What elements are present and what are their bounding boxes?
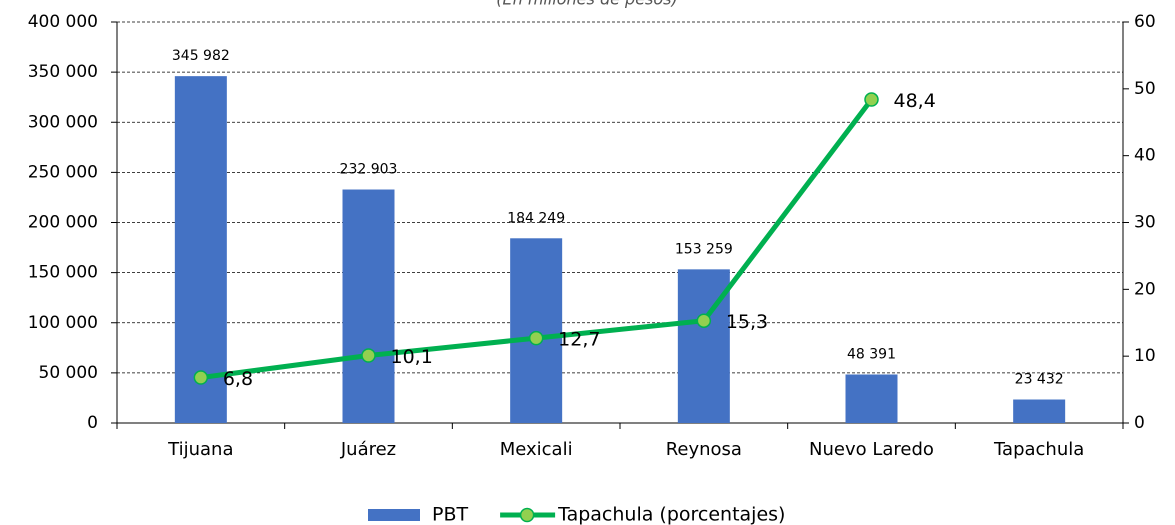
line-label: 6,8: [223, 368, 253, 390]
y-tick-label: 350 000: [28, 62, 98, 82]
line-label: 15,3: [726, 311, 768, 333]
line-marker: [696, 313, 712, 328]
line-label: 10,1: [391, 346, 433, 368]
y2-tick-label: 60: [1134, 12, 1156, 32]
x-tick-label: Mexicali: [500, 439, 573, 460]
bar: [510, 238, 563, 423]
y2-tick-label: 20: [1134, 279, 1156, 299]
x-tick-label: Tapachula: [993, 439, 1084, 460]
bar: [677, 269, 730, 423]
bar-label: 232 903: [340, 162, 398, 178]
line-marker: [361, 348, 376, 363]
bar-label: 48 391: [847, 346, 896, 362]
bar: [845, 374, 898, 423]
bar-label: 345 982: [172, 48, 230, 64]
line-label: 12,7: [558, 329, 600, 351]
x-tick-label: Reynosa: [666, 439, 742, 460]
y-tick-label: 0: [87, 413, 98, 433]
bar-label: 184 249: [507, 210, 565, 226]
line-label: 48,4: [894, 90, 936, 112]
legend-swatch: [368, 509, 420, 521]
y2-tick-label: 30: [1134, 213, 1156, 233]
x-tick-label: Nuevo Laredo: [809, 439, 934, 460]
y2-tick-label: 40: [1134, 146, 1156, 166]
bar-label: 153 259: [675, 241, 733, 257]
y-tick-label: 200 000: [28, 213, 98, 233]
line-marker: [528, 330, 544, 346]
bar: [174, 76, 227, 423]
y2-tick-label: 50: [1134, 79, 1156, 99]
y-tick-label: 50 000: [39, 363, 98, 383]
legend-label: Tapachula (porcentajes): [557, 504, 785, 525]
y-tick-label: 250 000: [28, 162, 98, 182]
y-tick-label: 400 000: [28, 12, 98, 32]
bar: [1013, 399, 1066, 423]
line-marker: [864, 92, 879, 107]
line-marker: [193, 370, 209, 385]
y-tick-label: 300 000: [28, 112, 98, 132]
bar-label: 23 432: [1015, 372, 1064, 388]
chart-title: (En millones de pesos): [496, 0, 677, 9]
y-tick-label: 150 000: [28, 263, 98, 283]
bar: [342, 189, 395, 423]
y2-tick-label: 0: [1134, 413, 1145, 433]
y-tick-label: 100 000: [28, 313, 98, 333]
x-tick-label: Juárez: [340, 439, 396, 460]
y2-tick-label: 10: [1134, 346, 1156, 366]
x-tick-label: Tijuana: [167, 439, 233, 460]
legend-marker: [519, 507, 535, 523]
legend-label: PBT: [432, 504, 468, 525]
